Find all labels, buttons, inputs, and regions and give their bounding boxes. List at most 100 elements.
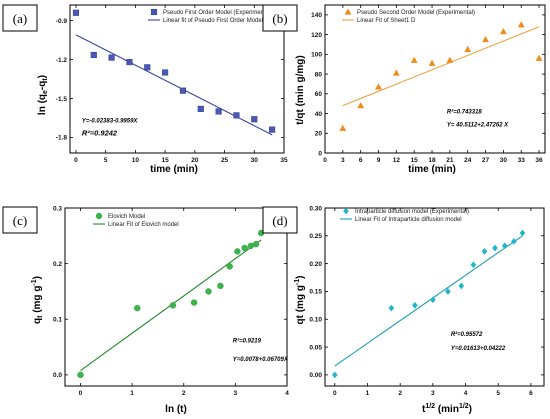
- panel-a-x-tick-label: 5: [104, 157, 108, 164]
- panel-d-data-point: [332, 371, 338, 379]
- panel-d-data-point: [470, 261, 477, 269]
- panel-c-elovich: 0 1 2 3 4 0.0 0.1 0.2 0.3 Elovich Model Linear Fi…: [2, 205, 289, 415]
- panel-a-pseudo-first-order: 0 5 10 15 20 25 30 35 -0.9 -1.2 -1.5 -1.8 Pseudo Fi…: [2, 4, 288, 175]
- panel-c-x-axis-title: ln (t): [165, 404, 187, 415]
- panel-a-x-tick-label: 20: [191, 157, 199, 164]
- panel-c-data-point: [134, 304, 141, 312]
- panel-d-y-tick-label: 0.25: [309, 233, 322, 240]
- panel-a-data-point: [144, 64, 151, 71]
- panel-b-x-tick-label: 15: [411, 157, 419, 164]
- panel-b-y-tick-label: 60: [315, 91, 323, 98]
- panel-b-data-point: [517, 21, 525, 28]
- panel-d-x-tick-label: 0: [333, 390, 337, 397]
- panel-d-data-point: [388, 304, 395, 312]
- panel-d-data-point: [430, 296, 436, 304]
- panel-a-x-tick-label: 35: [280, 157, 288, 164]
- panel-a-x-tick-label: 30: [251, 157, 259, 164]
- panel-d-data-point: [511, 237, 517, 245]
- panel-d-x-tick-label: 3: [431, 390, 435, 397]
- panel-d-y-tick-label: 0.15: [309, 289, 322, 296]
- panel-a-legend-fit-label: Linear fit of Pseudo First Order Model: [163, 18, 263, 24]
- panel-d-data-point: [492, 244, 498, 252]
- panel-a-x-tick-label: 0: [74, 157, 78, 164]
- panel-a-data-point: [269, 126, 276, 133]
- panel-d-intraparticle-diffusion: 0 1 2 3 4 5 6 0.00 0.05 0.10 0.15 0.20 0.25 0.30 Intr…: [262, 205, 545, 415]
- panel-b-data-point: [410, 56, 418, 63]
- svg-text:(c): (c): [13, 213, 27, 228]
- panel-a-data-point: [251, 116, 258, 123]
- panel-b-y-tick-label: 40: [315, 111, 323, 118]
- panel-d-legend-series-label: Intraparticle diffusion model (Experimen…: [355, 209, 469, 215]
- panel-c-data-point: [217, 282, 224, 290]
- panel-d-plot-frame: [324, 207, 545, 387]
- panel-b-data-point: [375, 83, 382, 90]
- panel-b-y-axis-title: t/qt (min g/mg): [295, 55, 306, 124]
- panel-a-y-tick-label: -1.8: [56, 135, 68, 142]
- panel-b-fit-line: [342, 26, 540, 107]
- panel-a-data-point: [108, 54, 115, 61]
- panel-b-x-axis-title: time (min): [408, 164, 456, 175]
- panel-c-y-tick-label: 0.3: [53, 205, 62, 212]
- panel-a-plot-frame: [69, 4, 285, 154]
- panel-a-x-tick-label: 25: [221, 157, 229, 164]
- panel-a-annotation: Y=-0.02383-0.9959X: [82, 118, 139, 124]
- panel-c-x-tick-label: 2: [182, 390, 186, 397]
- panel-d-legend-marker: [343, 207, 349, 215]
- panel-a-y-tick-label: -1.5: [56, 96, 68, 103]
- panel-d-data-point: [481, 247, 488, 255]
- panel-b-y-tick-label: 0: [318, 150, 322, 157]
- panel-d-fit-line: [334, 235, 523, 367]
- panel-b-annotation: R²=0.743318: [447, 109, 483, 116]
- panel-d-x-tick-label: 4: [464, 390, 468, 397]
- panel-d-legend-fit-label: Linear Fit of Intraparticle diffusion mo…: [355, 217, 462, 223]
- panel-d-x-tick-label: 1: [366, 390, 370, 397]
- panel-b-y-tick-label: 80: [315, 71, 323, 78]
- panel-a-y-tick-label: -1.2: [56, 57, 68, 64]
- panel-c-data-point: [190, 299, 198, 306]
- panel-d-data-point: [412, 301, 418, 309]
- panel-d-y-tick-label: 0.10: [309, 317, 322, 324]
- panel-b-plot-frame: [324, 4, 546, 154]
- panel-b-data-point: [339, 124, 347, 131]
- panel-b-pseudo-second-order: 0 3 6 9 12 15 18 21 24 27 30 33 36020406080100120140…: [262, 4, 546, 175]
- panel-d-data-point: [519, 229, 526, 237]
- panel-a-annotation: R²=0.9242: [82, 128, 118, 137]
- panel-a-data-point: [233, 112, 240, 119]
- panel-b-legend-series-label: Pseudo Second Order Model (Experimental): [357, 10, 475, 16]
- panel-b-x-tick-label: 12: [393, 157, 401, 164]
- panel-c-annotation: Y=0.0078+0.06709X: [233, 357, 289, 363]
- panel-c-y-tick-label: 0.1: [53, 317, 62, 324]
- panel-b-x-tick-label: 30: [500, 157, 508, 164]
- panel-d-y-axis-title: qt (mg g-1): [294, 275, 306, 324]
- panel-b-data-point: [428, 59, 436, 66]
- panel-b-legend-fit-label: Linear Fit of Sheet1 D: [357, 18, 416, 24]
- panel-c-label: (c): [2, 206, 38, 234]
- panel-d-y-tick-label: 0.20: [309, 261, 322, 268]
- panel-a-legend: Pseudo First Order Model (Experimental) L…: [148, 8, 272, 24]
- svg-text:(b): (b): [272, 11, 287, 26]
- panel-c-x-tick-label: 0: [79, 390, 83, 397]
- panel-a-data-point: [215, 108, 222, 115]
- panel-d-annotation: R²=0.95572: [451, 331, 483, 338]
- svg-text:(d): (d): [272, 213, 287, 228]
- panel-b-label: (b): [262, 4, 298, 32]
- panel-b-legend-marker: [344, 8, 352, 15]
- panel-c-data-point: [234, 248, 241, 255]
- panel-b-x-tick-label: 24: [464, 157, 472, 164]
- panel-a-x-tick-label: 10: [132, 157, 140, 164]
- panel-b-x-tick-label: 6: [359, 157, 363, 164]
- panel-b-x-tick-label: 18: [428, 157, 436, 164]
- panel-a-x-tick-label: 15: [161, 157, 169, 164]
- panel-c-data-point: [241, 244, 248, 252]
- panel-c-x-tick-label: 1: [130, 390, 134, 397]
- panel-b-x-tick-label: 9: [377, 157, 381, 164]
- svg-text:(a): (a): [13, 11, 27, 26]
- panel-d-label: (d): [262, 206, 298, 234]
- panel-b-y-tick-label: 120: [311, 32, 322, 39]
- panel-c-x-tick-label: 3: [234, 390, 238, 397]
- panel-a-y-tick-label: -0.9: [56, 18, 68, 25]
- panel-a-legend-marker: [150, 8, 158, 16]
- panel-c-legend-series-label: Elovich Model: [108, 214, 145, 220]
- panel-b-x-tick-label: 3: [341, 157, 345, 164]
